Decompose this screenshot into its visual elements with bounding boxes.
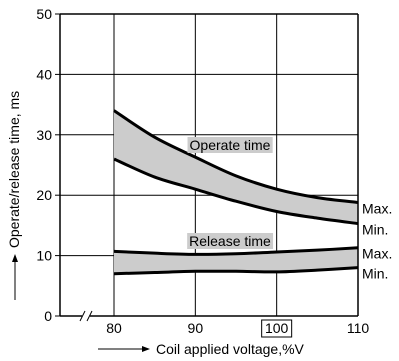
y-tick-label: 30 (36, 127, 52, 143)
min-curve (113, 266, 359, 276)
x-axis-label: Coil applied voltage,%V (156, 341, 305, 357)
plot-frame (59, 13, 359, 322)
axis-break-gap (82, 310, 90, 322)
band-label-background (187, 137, 273, 153)
band-label: Operate time (190, 137, 271, 153)
band-label: Release time (189, 233, 271, 249)
axis-titles: Coil applied voltage,%V Operate/release … (6, 91, 305, 357)
x-tick-label: 110 (347, 320, 370, 336)
max-label: Max. (362, 246, 392, 262)
ticks: 0 10 20 30 40 50 80 90 100 110 (36, 6, 370, 338)
band-label-background (187, 233, 274, 249)
min-label: Min. (362, 222, 388, 238)
labels: Operate time Release time Max. Min. Max. Min. (187, 137, 392, 282)
y-tick-label: 50 (36, 6, 52, 22)
y-tick-label: 0 (44, 308, 52, 324)
y-tick-label: 20 (36, 187, 52, 203)
max-curve (113, 109, 359, 204)
axis-break-mark (79, 310, 86, 322)
min-curve (113, 157, 359, 226)
axis-break-mark (86, 310, 93, 322)
y-axis-arrowhead (12, 254, 18, 262)
y-tick-label: 40 (36, 66, 52, 82)
x-tick-label: 80 (106, 320, 122, 336)
max-label: Max. (362, 200, 392, 216)
bands (113, 109, 359, 276)
y-tick-label: 10 (36, 248, 52, 264)
x-tick-box (261, 319, 293, 338)
x-tick-label: 90 (188, 320, 204, 336)
max-curve (113, 246, 359, 256)
x-tick-label: 100 (265, 320, 289, 336)
min-label: Min. (362, 266, 388, 282)
y-axis-label: Operate/release time, ms (6, 91, 22, 248)
band-fill (114, 110, 358, 224)
x-axis-arrowhead (142, 346, 150, 352)
